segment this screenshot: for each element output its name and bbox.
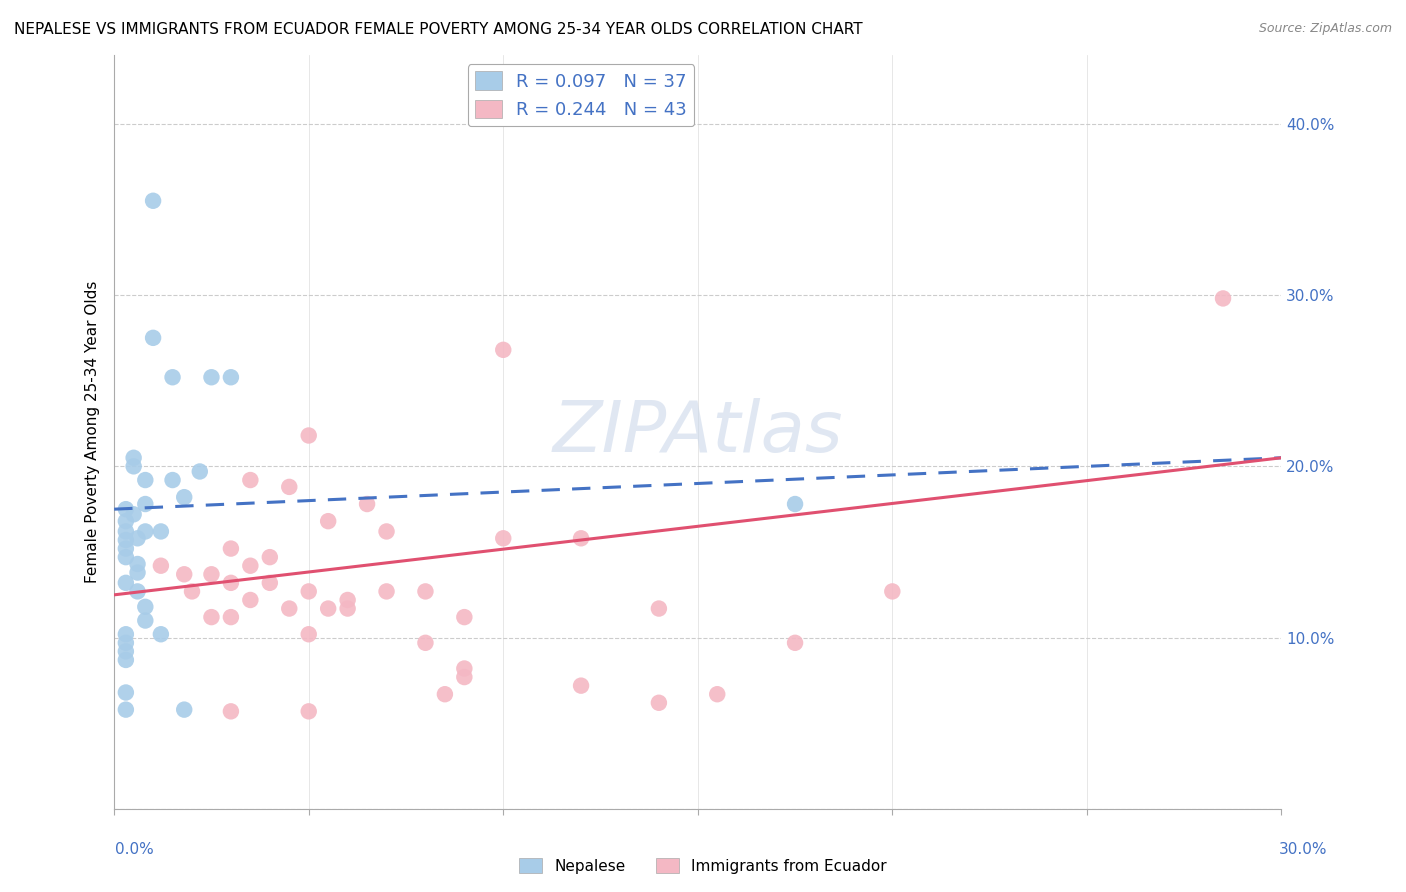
Point (298, 704, 321, 718)
Point (115, 644, 138, 658)
Point (415, 636, 437, 650)
Point (181, 584, 204, 599)
Point (219, 370, 242, 384)
Point (115, 653, 138, 667)
Y-axis label: Female Poverty Among 25-34 Year Olds: Female Poverty Among 25-34 Year Olds (86, 281, 100, 583)
Point (127, 557, 149, 571)
Point (219, 610, 242, 624)
Point (259, 550, 281, 565)
Point (882, 584, 904, 599)
Point (298, 428, 321, 442)
Point (783, 497, 806, 511)
Point (316, 514, 339, 528)
Point (298, 627, 321, 641)
Point (375, 584, 398, 599)
Point (162, 473, 184, 487)
Point (415, 584, 437, 599)
Point (200, 567, 222, 582)
Point (115, 627, 138, 641)
Point (453, 670, 475, 684)
Text: ZIPAtlas: ZIPAtlas (553, 398, 844, 467)
Point (569, 679, 592, 693)
Point (134, 614, 156, 628)
Point (127, 566, 149, 580)
Point (134, 473, 156, 487)
Point (142, 331, 165, 345)
Point (134, 524, 156, 539)
Point (122, 508, 145, 522)
Point (278, 601, 301, 615)
Point (134, 497, 156, 511)
Point (134, 599, 156, 614)
Point (239, 558, 262, 573)
Point (115, 636, 138, 650)
Point (492, 531, 515, 545)
Point (173, 703, 195, 717)
Point (453, 610, 475, 624)
Point (336, 601, 359, 615)
Point (122, 459, 145, 474)
Point (115, 550, 138, 565)
Point (115, 575, 138, 590)
Point (356, 497, 378, 511)
Point (122, 450, 145, 465)
Point (316, 601, 339, 615)
Point (115, 524, 138, 539)
Point (127, 584, 149, 599)
Point (219, 704, 242, 718)
Point (115, 502, 138, 516)
Point (453, 661, 475, 675)
Text: Source: ZipAtlas.com: Source: ZipAtlas.com (1258, 22, 1392, 36)
Point (569, 531, 592, 545)
Point (278, 480, 301, 494)
Point (188, 465, 211, 479)
Point (115, 685, 138, 699)
Point (200, 370, 222, 384)
Point (433, 687, 456, 701)
Point (115, 541, 138, 556)
Point (648, 601, 671, 615)
Point (127, 531, 149, 545)
Point (149, 524, 172, 539)
Point (162, 370, 184, 384)
Text: 30.0%: 30.0% (1279, 842, 1327, 856)
Point (173, 490, 195, 504)
Legend: R = 0.097   N = 37, R = 0.244   N = 43: R = 0.097 N = 37, R = 0.244 N = 43 (468, 64, 695, 127)
Point (149, 627, 172, 641)
Text: 0.0%: 0.0% (115, 842, 155, 856)
Point (783, 636, 806, 650)
Point (200, 610, 222, 624)
Text: NEPALESE VS IMMIGRANTS FROM ECUADOR FEMALE POVERTY AMONG 25-34 YEAR OLDS CORRELA: NEPALESE VS IMMIGRANTS FROM ECUADOR FEMA… (14, 22, 863, 37)
Point (219, 575, 242, 590)
Point (239, 593, 262, 607)
Legend: Nepalese, Immigrants from Ecuador: Nepalese, Immigrants from Ecuador (513, 852, 893, 880)
Point (375, 524, 398, 539)
Point (239, 473, 262, 487)
Point (259, 575, 281, 590)
Point (648, 696, 671, 710)
Point (115, 533, 138, 547)
Point (173, 567, 195, 582)
Point (706, 687, 728, 701)
Point (492, 343, 515, 357)
Point (1212, 292, 1234, 306)
Point (336, 593, 359, 607)
Point (149, 558, 172, 573)
Point (142, 194, 165, 208)
Point (115, 514, 138, 528)
Point (115, 703, 138, 717)
Point (298, 584, 321, 599)
Point (219, 541, 242, 556)
